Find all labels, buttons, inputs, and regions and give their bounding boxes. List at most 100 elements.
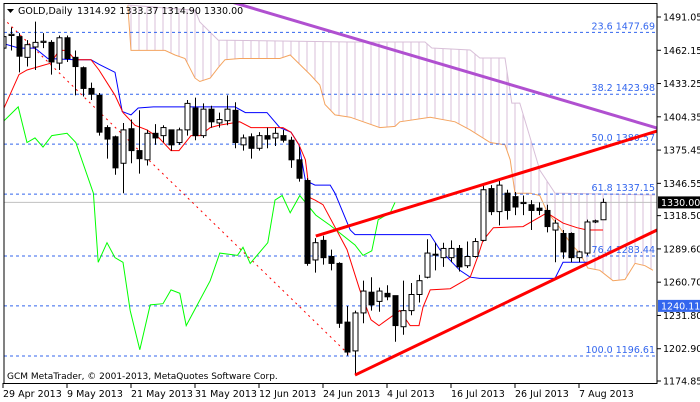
candle <box>120 122 127 194</box>
candle <box>24 40 31 67</box>
fib-level-label: 61.8 1337.15 <box>592 183 655 194</box>
candle-body <box>288 139 295 161</box>
candle-body <box>104 127 111 140</box>
candle <box>472 238 479 258</box>
fib-level-label: 50.0 1380.57 <box>592 133 655 144</box>
candle-body <box>400 310 407 328</box>
y-tick-label: 1174.85 <box>663 377 700 388</box>
candle <box>424 239 431 279</box>
candle-body <box>304 180 311 264</box>
candle <box>64 35 71 62</box>
time-axis[interactable]: 29 Apr 2013 9 May 2013 21 May 2013 31 May 2… <box>2 383 634 400</box>
x-tick-label: 4 Jul 2013 <box>387 389 435 400</box>
candle-body <box>56 37 63 64</box>
candle-body <box>16 36 23 57</box>
candle <box>152 124 159 145</box>
candle-body <box>256 135 263 149</box>
candle <box>72 50 79 96</box>
candle-body <box>344 321 351 353</box>
candle <box>304 178 311 266</box>
candle-body <box>192 107 199 137</box>
y-tick-label: 1375.45 <box>663 146 700 157</box>
candle-body <box>544 209 551 228</box>
ohlc-readout: 1314.92 1333.37 1314.90 1330.00 <box>77 6 243 17</box>
candle <box>224 95 231 126</box>
candle-body <box>464 256 471 267</box>
tenkan-sen-line <box>4 49 603 327</box>
candle-body <box>200 108 207 137</box>
candle <box>160 125 167 143</box>
candle <box>104 125 111 159</box>
candle <box>504 189 511 220</box>
candle-body <box>136 150 143 160</box>
candle-body <box>248 136 255 149</box>
candle-body <box>88 87 95 95</box>
candle-body <box>24 44 31 58</box>
candle <box>144 129 151 166</box>
candle <box>112 135 119 175</box>
candle <box>440 242 447 267</box>
candle-body <box>152 132 159 139</box>
candle-body <box>72 56 79 68</box>
candle-body <box>184 102 191 131</box>
candle <box>392 295 399 342</box>
candle-body <box>168 129 175 146</box>
x-tick-label: 29 Apr 2013 <box>3 389 62 400</box>
candle-body <box>112 136 119 169</box>
candle-body <box>568 232 575 259</box>
copyright-text: GCM MetaTrader, © 2001-2013, MetaQuotes … <box>7 372 278 382</box>
candle <box>400 280 407 335</box>
candle <box>568 232 575 263</box>
x-tick-label: 7 Aug 2013 <box>579 389 634 400</box>
candle <box>136 110 143 174</box>
price-axis[interactable]: 1491.05 1462.15 1433.25 1404.35 1375.45 1346.… <box>657 13 700 388</box>
x-tick-label: 21 May 2013 <box>131 389 193 400</box>
candle <box>512 192 519 216</box>
candle-body <box>312 242 319 261</box>
candle <box>584 219 591 256</box>
candle-body <box>232 109 239 144</box>
fib-level-label: 38.2 1423.98 <box>592 83 655 94</box>
candle-body <box>296 159 303 179</box>
candle-body <box>408 293 415 312</box>
candle-body <box>272 132 279 139</box>
candle <box>552 219 559 263</box>
y-tick-label: 1346.55 <box>663 179 700 190</box>
y-tick-label: 1433.25 <box>663 79 700 90</box>
candle <box>496 180 503 226</box>
candle-body <box>584 221 591 254</box>
candle <box>40 33 47 49</box>
candle-body <box>328 256 335 264</box>
x-tick-label: 26 Jul 2013 <box>515 389 569 400</box>
candle <box>248 133 255 159</box>
candle <box>544 204 551 233</box>
candle <box>560 230 567 259</box>
candle-body <box>392 295 399 327</box>
x-tick-label: 31 May 2013 <box>195 389 257 400</box>
candle-body <box>384 292 391 298</box>
candle-body <box>520 201 527 205</box>
candle-body <box>504 192 511 211</box>
candle <box>600 198 607 221</box>
candle <box>456 244 463 272</box>
x-tick-label: 24 Jun 2013 <box>323 389 380 400</box>
candle <box>576 250 583 263</box>
candle <box>208 105 215 128</box>
candle-body <box>376 290 383 302</box>
y-tick-label: 1202.90 <box>663 344 700 355</box>
candle <box>432 242 439 271</box>
candle-body <box>264 135 271 140</box>
chikou-span-line <box>4 105 396 350</box>
candle-body <box>64 37 71 60</box>
dropdown-triangle-icon[interactable] <box>7 9 14 13</box>
candle <box>96 93 103 136</box>
candle-body <box>440 247 447 259</box>
plot-area: 23.6 1477.69 38.2 1423.98 50.0 1380.57 61.8… <box>4 4 657 377</box>
candle <box>536 202 543 216</box>
candle-body <box>448 247 455 259</box>
current-price-label: 1330.00 <box>661 198 700 209</box>
candle <box>448 240 455 263</box>
y-tick-label: 1318.50 <box>663 211 700 222</box>
candle <box>16 33 23 73</box>
